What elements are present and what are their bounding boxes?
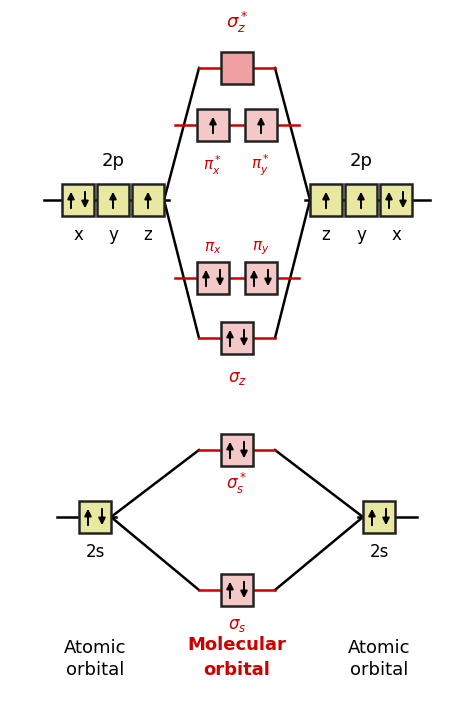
Text: $\pi_x^*$: $\pi_x^*$	[203, 154, 222, 176]
Bar	[380, 184, 412, 216]
Bar	[363, 501, 395, 533]
Text: orbital: orbital	[350, 661, 408, 679]
Text: $\pi_x$: $\pi_x$	[204, 240, 222, 256]
Text: 2p: 2p	[349, 152, 373, 170]
Bar	[79, 501, 111, 533]
Bar	[97, 184, 129, 216]
Bar	[221, 434, 253, 466]
Bar	[132, 184, 164, 216]
Bar	[245, 262, 277, 294]
Text: $\sigma_s$: $\sigma_s$	[228, 616, 246, 634]
Text: Atomic: Atomic	[348, 639, 410, 657]
Text: orbital: orbital	[66, 661, 124, 679]
Bar	[221, 322, 253, 354]
Text: 2p: 2p	[101, 152, 125, 170]
Bar	[221, 52, 253, 84]
Bar	[197, 262, 229, 294]
Text: y: y	[356, 226, 366, 244]
Bar	[221, 574, 253, 606]
Bar	[245, 109, 277, 141]
Bar	[62, 184, 94, 216]
Text: x: x	[391, 226, 401, 244]
Bar	[197, 109, 229, 141]
Text: orbital: orbital	[203, 661, 271, 679]
Bar	[345, 184, 377, 216]
Text: $\pi_y$: $\pi_y$	[252, 239, 270, 257]
Text: z: z	[322, 226, 330, 244]
Bar	[310, 184, 342, 216]
Text: 2s: 2s	[85, 543, 105, 561]
Text: $\sigma_z$: $\sigma_z$	[228, 369, 246, 387]
Text: Atomic: Atomic	[64, 639, 126, 657]
Text: 2s: 2s	[369, 543, 389, 561]
Text: $\sigma_z^*$: $\sigma_z^*$	[226, 9, 248, 34]
Text: $\sigma_s^*$: $\sigma_s^*$	[227, 471, 247, 496]
Text: z: z	[144, 226, 152, 244]
Text: $\pi_y^*$: $\pi_y^*$	[252, 153, 271, 178]
Text: x: x	[73, 226, 83, 244]
Text: y: y	[108, 226, 118, 244]
Text: Molecular: Molecular	[188, 636, 286, 654]
